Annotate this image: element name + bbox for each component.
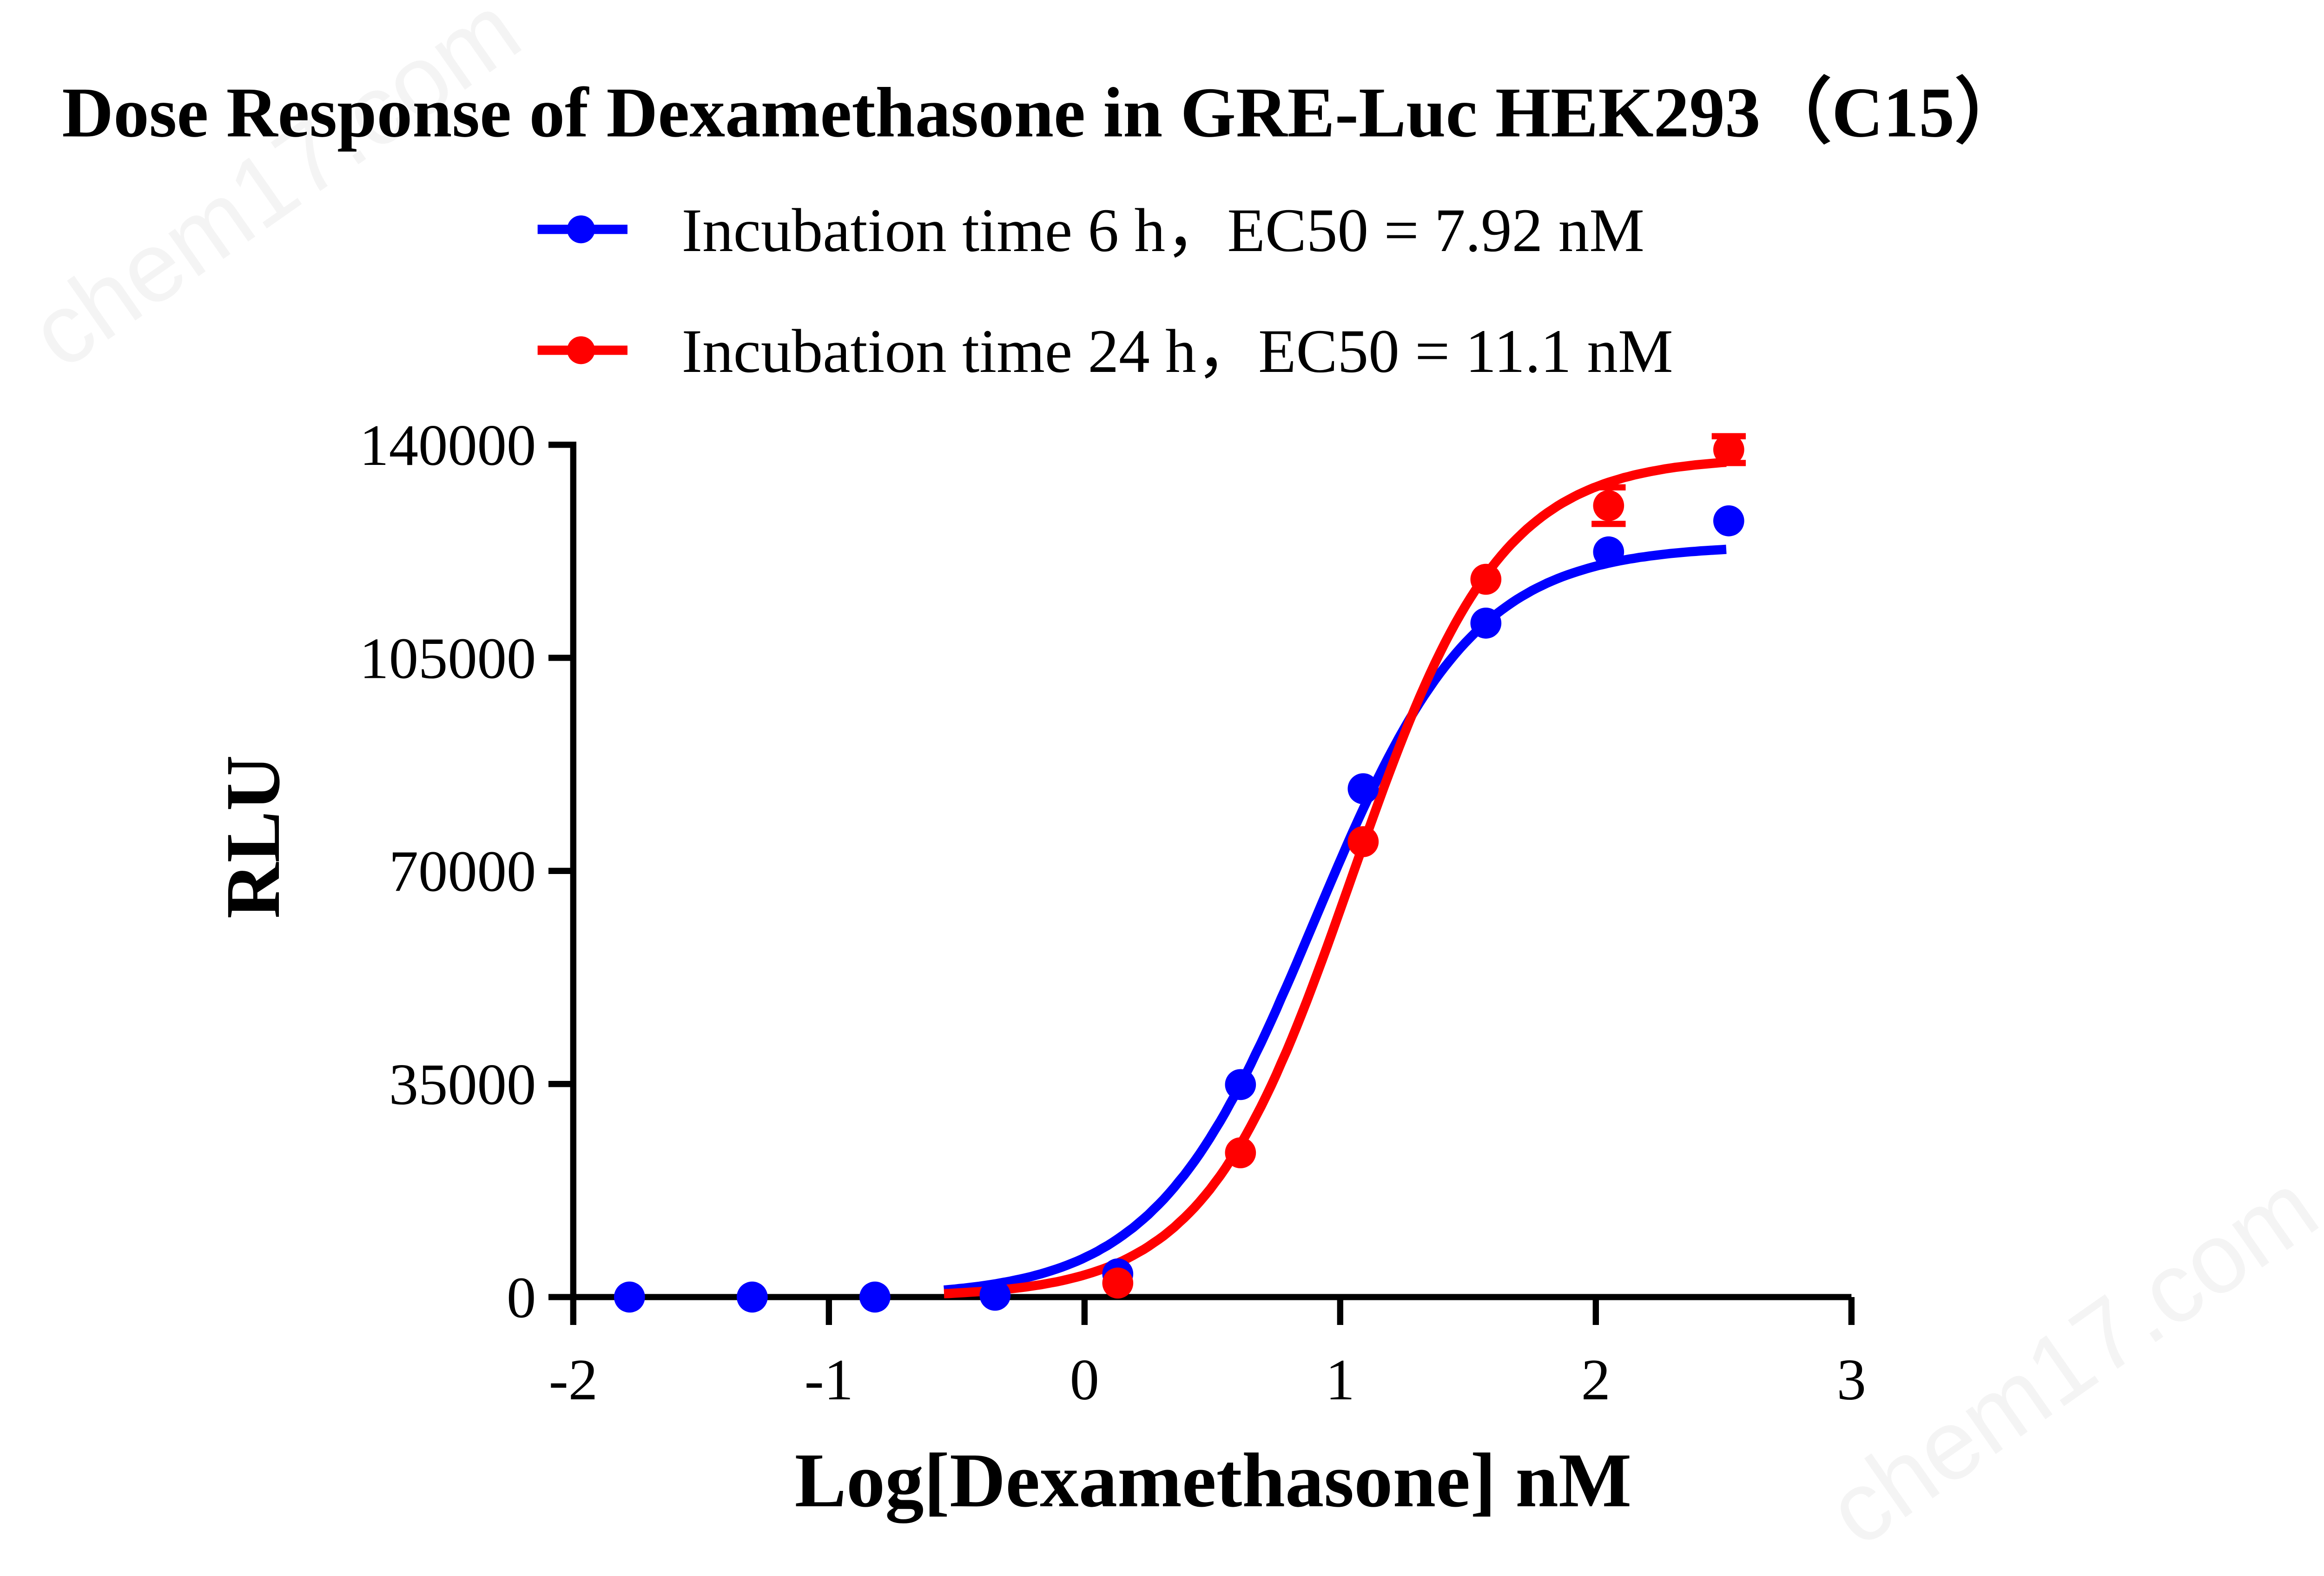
data-point-0 (1713, 505, 1744, 536)
data-point-0 (1470, 608, 1502, 639)
data-point-1 (1593, 490, 1624, 521)
plot-area (614, 433, 1746, 1313)
data-point-0 (1347, 773, 1379, 804)
watermark: chem17.com (1808, 1151, 2324, 1567)
data-point-1 (1470, 563, 1502, 595)
x-tick-label: 1 (1326, 1347, 1355, 1412)
y-axis-title: RLU (210, 755, 296, 919)
data-point-0 (1225, 1069, 1256, 1100)
legend-label-6h: Incubation time 6 h，EC50 = 7.92 nM (682, 196, 1644, 265)
legend-marker-24h (567, 336, 595, 364)
data-point-0 (737, 1281, 768, 1313)
y-tick-label: 0 (507, 1265, 536, 1330)
data-point-1 (1347, 826, 1379, 857)
x-tick-label: -1 (805, 1347, 854, 1412)
legend-item-6h: Incubation time 6 h，EC50 = 7.92 nM (537, 196, 1644, 265)
legend-label-24h: Incubation time 24 h，EC50 = 11.1 nM (682, 317, 1673, 385)
data-point-0 (614, 1281, 645, 1313)
chart-title: Dose Response of Dexamethasone in GRE-Lu… (62, 73, 2026, 152)
axes: 0 35000 70000 105000 140000 -2 -1 0 1 2 3 (359, 413, 1866, 1412)
data-point-0 (859, 1281, 891, 1313)
x-axis-title: Log[Dexamethasone] nM (795, 1437, 1632, 1523)
legend: Incubation time 6 h，EC50 = 7.92 nM Incub… (537, 196, 1673, 385)
y-tick-label: 70000 (389, 839, 536, 904)
x-tick-label: 2 (1581, 1347, 1611, 1412)
watermark: chem17.com (11, 0, 539, 390)
data-point-1 (1225, 1137, 1256, 1168)
x-tick-label: 0 (1070, 1347, 1099, 1412)
data-point-1 (1713, 434, 1744, 465)
legend-item-24h: Incubation time 24 h，EC50 = 11.1 nM (537, 317, 1673, 385)
fit-curve-0 (944, 544, 1727, 1295)
data-point-0 (1593, 536, 1624, 568)
x-tick-label: -2 (549, 1347, 598, 1412)
x-tick-label: 3 (1837, 1347, 1866, 1412)
data-point-1 (1102, 1267, 1134, 1299)
legend-marker-6h (567, 215, 595, 244)
data-point-0 (979, 1279, 1011, 1311)
y-tick-label: 140000 (359, 413, 536, 478)
y-tick-label: 35000 (389, 1052, 536, 1117)
y-tick-label: 105000 (359, 626, 536, 691)
